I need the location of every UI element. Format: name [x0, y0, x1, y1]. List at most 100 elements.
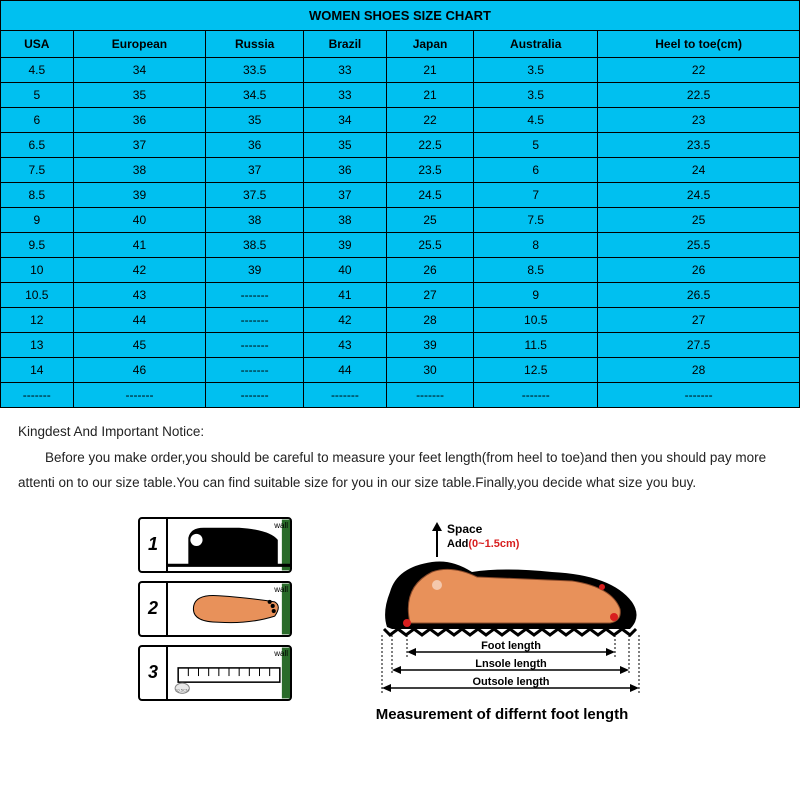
- table-cell: 12.5: [474, 358, 598, 383]
- table-title-row: WOMEN SHOES SIZE CHART: [1, 1, 800, 31]
- table-cell: -------: [206, 358, 304, 383]
- table-cell: 27.5: [598, 333, 800, 358]
- table-row: 9.54138.53925.5825.5: [1, 233, 800, 258]
- table-cell: 23: [598, 108, 800, 133]
- step-1: 1 wall: [138, 517, 292, 573]
- notice-section: Kingdest And Important Notice: Before yo…: [0, 408, 800, 507]
- column-header: Australia: [474, 31, 598, 58]
- measurement-diagram: Space Add(0~1.5cm) Foot length: [342, 517, 662, 723]
- table-cell: 41: [303, 283, 386, 308]
- table-cell: 42: [303, 308, 386, 333]
- table-cell: 35: [206, 108, 304, 133]
- table-cell: -------: [1, 383, 74, 408]
- step-number: 3: [140, 647, 168, 699]
- table-cell: 12: [1, 308, 74, 333]
- table-cell: 36: [73, 108, 206, 133]
- svg-text:Outsole length: Outsole length: [473, 676, 550, 688]
- table-row: 1345-------433911.527.5: [1, 333, 800, 358]
- column-header: European: [73, 31, 206, 58]
- wall-label: wall: [274, 649, 288, 658]
- table-cell: 7: [474, 183, 598, 208]
- table-cell: 36: [206, 133, 304, 158]
- table-cell: 34: [73, 58, 206, 83]
- table-cell: 33: [303, 58, 386, 83]
- table-cell: 11.5: [474, 333, 598, 358]
- table-cell: 9.5: [1, 233, 74, 258]
- table-cell: 38: [73, 158, 206, 183]
- table-cell: 10.5: [1, 283, 74, 308]
- table-cell: 41: [73, 233, 206, 258]
- step3-ruler-icon: 10.5CM: [168, 647, 290, 699]
- table-cell: -------: [206, 333, 304, 358]
- table-cell: 43: [303, 333, 386, 358]
- table-cell: 23.5: [598, 133, 800, 158]
- table-row: 1244-------422810.527: [1, 308, 800, 333]
- table-row: 10423940268.526: [1, 258, 800, 283]
- table-cell: 28: [386, 308, 473, 333]
- table-cell: 38: [206, 208, 304, 233]
- table-cell: 45: [73, 333, 206, 358]
- table-cell: 7.5: [1, 158, 74, 183]
- step-2: 2 wall: [138, 581, 292, 637]
- table-cell: 30: [386, 358, 473, 383]
- table-cell: 24.5: [598, 183, 800, 208]
- table-cell: 27: [386, 283, 473, 308]
- svg-text:10.5CM: 10.5CM: [175, 687, 190, 692]
- table-cell: 14: [1, 358, 74, 383]
- table-cell: 22: [598, 58, 800, 83]
- step-number: 1: [140, 519, 168, 571]
- table-cell: 5: [474, 133, 598, 158]
- table-header-row: USAEuropeanRussiaBrazilJapanAustraliaHee…: [1, 31, 800, 58]
- table-cell: 28: [598, 358, 800, 383]
- column-header: USA: [1, 31, 74, 58]
- table-cell: -------: [598, 383, 800, 408]
- table-cell: 33.5: [206, 58, 304, 83]
- table-title: WOMEN SHOES SIZE CHART: [1, 1, 800, 31]
- table-cell: 37: [303, 183, 386, 208]
- table-row: 8.53937.53724.5724.5: [1, 183, 800, 208]
- table-cell: 25: [598, 208, 800, 233]
- table-cell: 44: [303, 358, 386, 383]
- table-cell: 25.5: [598, 233, 800, 258]
- table-cell: 39: [206, 258, 304, 283]
- table-cell: 38: [303, 208, 386, 233]
- table-cell: 9: [474, 283, 598, 308]
- svg-text:Foot length: Foot length: [481, 640, 541, 652]
- table-cell: 26: [598, 258, 800, 283]
- table-cell: 24.5: [386, 183, 473, 208]
- table-cell: 26: [386, 258, 473, 283]
- table-cell: 5: [1, 83, 74, 108]
- table-row: ----------------------------------------…: [1, 383, 800, 408]
- table-cell: 21: [386, 58, 473, 83]
- table-cell: 34.5: [206, 83, 304, 108]
- table-cell: 6: [474, 158, 598, 183]
- table-cell: 39: [73, 183, 206, 208]
- table-cell: 4.5: [474, 108, 598, 133]
- column-header: Brazil: [303, 31, 386, 58]
- table-cell: -------: [474, 383, 598, 408]
- table-cell: 6: [1, 108, 74, 133]
- step2-foot-icon: [168, 583, 290, 635]
- table-cell: 22: [386, 108, 473, 133]
- table-row: 1446-------443012.528: [1, 358, 800, 383]
- table-cell: 35: [73, 83, 206, 108]
- table-cell: 25: [386, 208, 473, 233]
- step-number: 2: [140, 583, 168, 635]
- table-cell: 9: [1, 208, 74, 233]
- table-cell: 37: [73, 133, 206, 158]
- table-cell: 8: [474, 233, 598, 258]
- steps-column: 1 wall 2 wall: [138, 517, 292, 701]
- table-row: 9403838257.525: [1, 208, 800, 233]
- table-cell: 3.5: [474, 58, 598, 83]
- table-cell: 26.5: [598, 283, 800, 308]
- svg-text:Lnsole length: Lnsole length: [475, 658, 547, 670]
- column-header: Russia: [206, 31, 304, 58]
- table-cell: 46: [73, 358, 206, 383]
- table-cell: 33: [303, 83, 386, 108]
- table-cell: 27: [598, 308, 800, 333]
- table-cell: 42: [73, 258, 206, 283]
- space-label: Space: [447, 522, 483, 536]
- measurement-caption: Measurement of differnt foot length: [342, 706, 662, 723]
- foot-measurement-icon: Space Add(0~1.5cm) Foot length: [342, 517, 662, 697]
- table-cell: -------: [386, 383, 473, 408]
